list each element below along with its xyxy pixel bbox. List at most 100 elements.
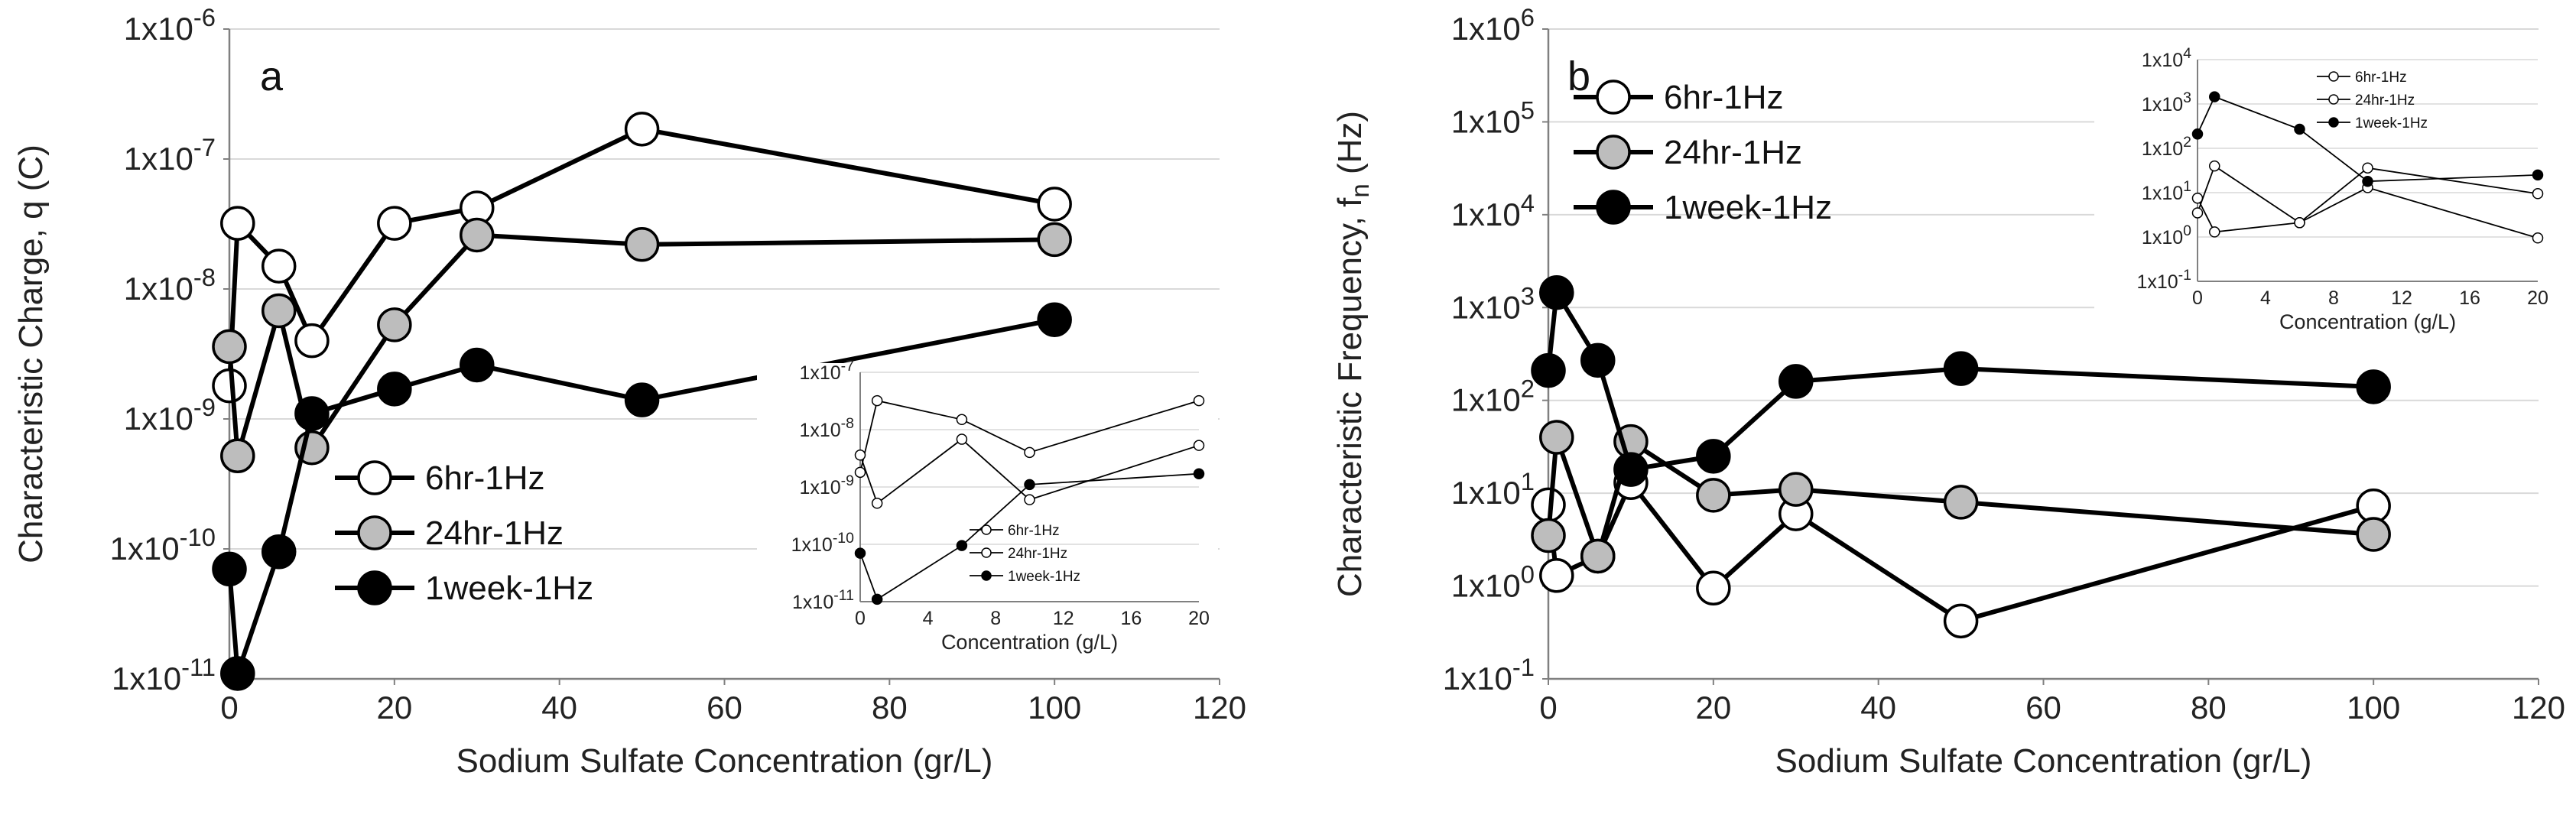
inset-data-point: [956, 540, 968, 551]
legend-marker: [357, 570, 392, 605]
inset-background: [757, 363, 1218, 665]
inset-y-tick-label: 1x10-1: [2136, 267, 2191, 293]
inset-x-axis-title: Concentration (g/L): [941, 631, 1118, 654]
inset-legend-label: 1week-1Hz: [2355, 115, 2428, 131]
x-tick-label: 0: [220, 690, 238, 725]
inset-y-tick-label: 1x10-7: [799, 358, 854, 384]
series-1week-1hz: [1531, 274, 2391, 487]
inset-data-point: [2532, 232, 2544, 244]
data-point: [1037, 222, 1072, 258]
inset-data-point: [854, 547, 866, 559]
legend-marker: [357, 515, 392, 550]
inset-legend-marker: [2328, 71, 2339, 82]
inset-x-tick-label: 4: [2260, 287, 2271, 309]
legend-marker: [1596, 135, 1631, 170]
inset-data-point: [2191, 207, 2204, 219]
inset-legend-marker: [981, 547, 992, 558]
inset-y-tick-label: 1x10-8: [799, 415, 854, 441]
inset-x-tick-label: 12: [2391, 287, 2412, 309]
x-tick-label: 80: [2191, 690, 2227, 725]
series-24hr-1hz: [1531, 420, 2391, 574]
x-tick-label: 100: [1028, 690, 1081, 725]
x-tick-label: 120: [1193, 690, 1246, 725]
inset-x-tick-label: 16: [1120, 608, 1142, 629]
inset-legend-label: 6hr-1Hz: [2355, 70, 2407, 86]
inset-legend-marker: [2328, 117, 2339, 128]
x-tick-label: 80: [872, 690, 908, 725]
data-point: [212, 329, 247, 365]
data-point: [1696, 478, 1731, 513]
legend-label: 6hr-1Hz: [1664, 79, 1784, 116]
y-tick-label: 1x10-6: [124, 3, 216, 47]
data-point: [1037, 187, 1072, 222]
x-axis-title: Sodium Sulfate Concentration (gr/L): [456, 742, 993, 780]
inset-legend: 6hr-1Hz 24hr-1Hz 1week-1Hz: [2317, 70, 2428, 131]
data-point: [1531, 352, 1566, 388]
y-tick-label: 1x10-1: [1443, 653, 1535, 696]
inset-data-point: [2209, 160, 2220, 172]
inset-x-tick-label: 16: [2459, 287, 2480, 309]
y-axis-title: Characteristic Charge, q (C): [12, 144, 50, 563]
chart-a: 1x10-11 1x10-10 1x10-9 1x10-8 1x10-7 1x10-6 0 2…: [12, 3, 1246, 780]
data-point: [1943, 603, 1979, 639]
y-tick-label: 1x102: [1451, 375, 1535, 418]
inset-data-point: [2362, 162, 2373, 174]
y-tick-label: 1x103: [1451, 281, 1535, 325]
data-point: [261, 534, 297, 570]
legend-label: 24hr-1Hz: [1664, 134, 1802, 171]
x-tick-label: 120: [2512, 690, 2565, 725]
y-tick-label: 1x104: [1451, 189, 1535, 232]
inset-data-point: [956, 433, 968, 445]
inset-data-point: [2209, 91, 2220, 102]
data-point: [377, 307, 412, 342]
data-point: [1613, 452, 1649, 487]
inset-series-1week-1hz: [2191, 91, 2544, 187]
data-point: [294, 396, 330, 431]
data-point: [460, 217, 495, 253]
inset-x-tick-label: 12: [1053, 608, 1074, 629]
inset-data-point: [871, 394, 883, 407]
legend-marker: [1596, 190, 1631, 225]
x-tick-label: 20: [376, 690, 412, 725]
panel-label: b: [1567, 54, 1590, 99]
inset-legend-marker: [2328, 94, 2339, 105]
inset-series-1week-1hz: [854, 468, 1205, 605]
inset-legend-label: 6hr-1Hz: [1008, 523, 1060, 539]
inset-data-point: [2191, 128, 2204, 140]
data-point: [1696, 439, 1731, 474]
data-point: [220, 656, 255, 691]
x-tick-label: 20: [1695, 690, 1731, 725]
inset-x-tick-label: 8: [990, 608, 1001, 629]
inset-legend-marker: [981, 524, 992, 535]
data-point: [2356, 517, 2391, 552]
inset-data-point: [2294, 217, 2305, 229]
inset-y-tick-label: 1x101: [2142, 178, 2191, 204]
panel-label: a: [260, 54, 284, 99]
data-point: [624, 112, 660, 147]
inset-legend: 6hr-1Hz 24hr-1Hz 1week-1Hz: [970, 523, 1080, 585]
inset-data-point: [871, 593, 883, 605]
inset-legend-label: 24hr-1Hz: [2355, 93, 2415, 109]
data-point: [1943, 485, 1979, 520]
data-point: [624, 382, 660, 417]
chart-b: 1x10-1 1x100 1x101 1x102 1x103 1x104 1x105 1x10…: [1331, 3, 2565, 780]
y-tick-label: 1x10-11: [112, 653, 216, 696]
legend-label: 6hr-1Hz: [425, 459, 545, 497]
inset-y-tick-label: 1x103: [2142, 89, 2191, 115]
inset-y-tick-label: 1x10-9: [799, 472, 854, 498]
y-tick-label: 1x106: [1451, 3, 1535, 47]
data-point: [460, 347, 495, 383]
x-tick-label: 60: [707, 690, 742, 725]
inset-chart-a: 1x10-11 1x10-10 1x10-9 1x10-8 1x10-7 0 4 8 12 16 2…: [757, 358, 1218, 665]
inset-chart-b: 1x10-1 1x100 1x101 1x102 1x103 1x104 0 4 8 12 16 20…: [2094, 45, 2557, 345]
series-line: [227, 232, 1055, 459]
inset-data-point: [1024, 494, 1035, 505]
inset-data-point: [2209, 226, 2220, 238]
inset-x-tick-label: 0: [855, 608, 866, 629]
inset-legend-label: 1week-1Hz: [1008, 569, 1080, 585]
inset-data-point: [1193, 468, 1205, 479]
data-point: [1580, 342, 1616, 378]
y-axis-title: Characteristic Frequency, fn (Hz): [1331, 111, 1374, 597]
data-point: [220, 438, 255, 474]
